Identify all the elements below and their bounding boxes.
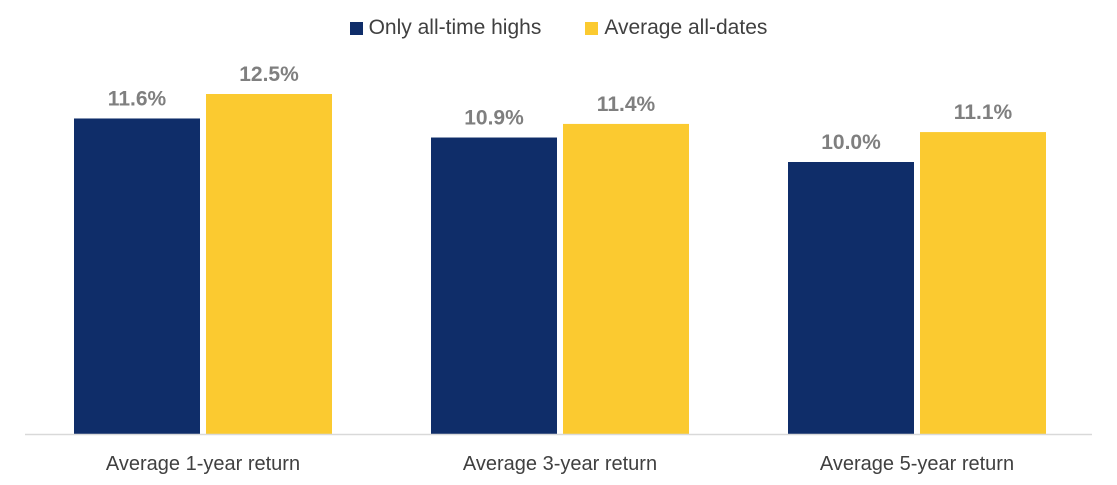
legend-swatch-only-all-time-highs <box>349 21 363 35</box>
data-label-only-all-time-highs-average-1-year-return: 11.6% <box>108 87 167 110</box>
category-label-average-1-year-return: Average 1-year return <box>106 453 300 475</box>
chart-legend: Only all-time highs Average all-dates <box>0 16 1117 40</box>
data-label-only-all-time-highs-average-5-year-return: 10.0% <box>821 131 881 154</box>
legend-item-only-all-time-highs: Only all-time highs <box>349 16 542 40</box>
data-label-only-all-time-highs-average-3-year-return: 10.9% <box>464 107 524 130</box>
legend-label-average-all-dates: Average all-dates <box>604 16 768 39</box>
legend-label-only-all-time-highs: Only all-time highs <box>368 16 542 39</box>
data-label-average-all-dates-average-3-year-return: 11.4% <box>597 93 656 116</box>
bar-only-all-time-highs-average-5-year-return <box>788 162 914 434</box>
legend-swatch-average-all-dates <box>585 21 599 35</box>
bar-average-all-dates-average-5-year-return <box>920 132 1046 434</box>
legend-item-average-all-dates: Average all-dates <box>585 16 767 40</box>
category-label-average-5-year-return: Average 5-year return <box>820 453 1014 475</box>
bar-average-all-dates-average-3-year-return <box>563 123 689 435</box>
data-label-average-all-dates-average-5-year-return: 11.1% <box>954 101 1013 124</box>
bar-only-all-time-highs-average-1-year-return <box>74 118 200 434</box>
data-label-average-all-dates-average-1-year-return: 12.5% <box>239 63 299 86</box>
category-label-average-3-year-return: Average 3-year return <box>463 453 657 475</box>
bar-only-all-time-highs-average-3-year-return <box>431 137 557 434</box>
bar-average-all-dates-average-1-year-return <box>206 94 332 434</box>
